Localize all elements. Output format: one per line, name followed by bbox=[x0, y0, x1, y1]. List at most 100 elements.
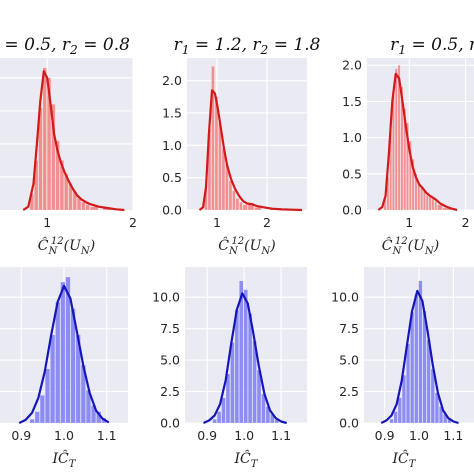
histogram-bar bbox=[423, 190, 426, 211]
histogram-bar bbox=[400, 86, 404, 211]
y-tick-label: 1.5 bbox=[342, 94, 362, 109]
y-tick-label: 7.5 bbox=[160, 321, 180, 336]
histogram-bar bbox=[59, 160, 65, 211]
histogram-bar bbox=[29, 418, 35, 424]
histogram-bar bbox=[406, 343, 411, 424]
histogram-bar bbox=[228, 180, 233, 211]
histogram-bar bbox=[46, 77, 52, 211]
x-tick-label: 0.9 bbox=[11, 428, 31, 443]
y-tick-label: 0.0 bbox=[339, 416, 359, 431]
histogram-bar bbox=[414, 294, 419, 424]
x-tick-label: 1 bbox=[405, 215, 413, 230]
subplot-6: 0.9 1.0 1.1 0.0 2.5 5.0 7.5 10.0 IĈT bbox=[331, 267, 474, 470]
histogram-bar bbox=[420, 188, 423, 211]
histogram-bar bbox=[401, 374, 406, 424]
histogram-bar bbox=[230, 342, 235, 424]
histogram-bar bbox=[39, 395, 45, 424]
histogram-bar bbox=[89, 206, 99, 211]
x-axis-label: IĈT bbox=[234, 449, 259, 470]
subplot-4: 0.9 1.0 1.1 IĈT bbox=[0, 267, 128, 470]
kde-curve bbox=[377, 72, 458, 212]
histogram-bar bbox=[434, 201, 438, 211]
y-tick-label: 10.0 bbox=[331, 290, 359, 305]
histogram-bar bbox=[393, 411, 398, 424]
histogram-bar bbox=[232, 190, 236, 211]
histogram-bar bbox=[247, 313, 253, 424]
y-tick-label: 0.5 bbox=[342, 166, 362, 181]
x-tick-label: 1.0 bbox=[54, 428, 74, 443]
histogram-bar bbox=[211, 66, 215, 211]
x-tick-label: 2 bbox=[462, 215, 470, 230]
histogram-bar bbox=[411, 159, 415, 211]
histogram-bar bbox=[34, 411, 40, 424]
x-tick-label: 2 bbox=[129, 215, 137, 230]
histogram-bar bbox=[417, 182, 421, 211]
histogram-bar bbox=[214, 96, 219, 211]
x-tick-label: 0.9 bbox=[375, 428, 395, 443]
histogram-bar bbox=[422, 310, 427, 424]
histogram-bar bbox=[216, 411, 222, 424]
x-tick-label: 1.0 bbox=[409, 428, 429, 443]
y-tick-label: 2.0 bbox=[162, 73, 182, 88]
y-tick-label: 2.5 bbox=[160, 384, 180, 399]
kde-curve bbox=[198, 89, 303, 212]
histogram-bar bbox=[85, 204, 90, 211]
histogram-bar bbox=[50, 334, 56, 424]
histogram-bar bbox=[239, 280, 244, 424]
x-axis-label: ĈN12(UN) bbox=[218, 236, 275, 257]
histogram-bar bbox=[418, 280, 423, 424]
x-tick-label: 1.1 bbox=[97, 428, 117, 443]
histogram-bar bbox=[389, 418, 394, 424]
histogram-bar bbox=[431, 198, 435, 211]
x-axis-label: ĈN12(UN) bbox=[382, 236, 439, 257]
histogram-bar bbox=[221, 148, 226, 211]
histogram-bar bbox=[55, 140, 60, 211]
x-axis-label: ĈN12(UN) bbox=[38, 236, 95, 257]
x-tick-label: 1.0 bbox=[234, 428, 254, 443]
histogram-bar bbox=[408, 140, 412, 211]
histogram-bar bbox=[425, 195, 429, 211]
subplot-title: r1 = 1.2, r2 = 1.8 bbox=[174, 35, 321, 57]
histogram-bar bbox=[397, 397, 402, 424]
histogram-bar bbox=[60, 281, 66, 424]
y-tick-label: 2.5 bbox=[339, 384, 359, 399]
histogram-bar bbox=[410, 312, 415, 424]
histogram-bar bbox=[42, 67, 47, 211]
histogram-bar bbox=[254, 207, 262, 211]
y-tick-label: 5.0 bbox=[160, 353, 180, 368]
subplot-1: 1 2 r1 = 0.5, r2 = 0.8 ĈN12(UN) bbox=[0, 35, 137, 257]
kde-curve bbox=[22, 70, 125, 212]
histogram-bar bbox=[44, 368, 50, 424]
subplot-5: 0.9 1.0 1.1 0.0 2.5 5.0 7.5 10.0 IĈT bbox=[152, 267, 307, 470]
x-tick-label: 2 bbox=[263, 215, 271, 230]
y-tick-label: 1.5 bbox=[162, 105, 182, 120]
y-tick-label: 0.0 bbox=[160, 416, 180, 431]
histogram-bar bbox=[261, 393, 266, 424]
x-axis-label: IĈT bbox=[52, 449, 77, 470]
histogram-bar bbox=[437, 204, 443, 211]
histogram-bar bbox=[55, 301, 61, 424]
y-tick-label: 1.0 bbox=[342, 130, 362, 145]
histogram-bar bbox=[65, 276, 71, 424]
histogram-bar bbox=[397, 64, 401, 211]
y-tick-label: 0.0 bbox=[162, 203, 182, 218]
x-tick-label: 0.9 bbox=[197, 428, 217, 443]
histogram-bar bbox=[242, 204, 248, 211]
histogram-bar bbox=[212, 418, 217, 424]
histogram-bar bbox=[428, 196, 432, 211]
y-tick-label: 0.5 bbox=[162, 170, 182, 185]
x-tick-label: 1.1 bbox=[443, 428, 463, 443]
x-tick-label: 1.1 bbox=[271, 428, 291, 443]
subplot-3: 1 2 0.0 0.5 1.0 1.5 2.0 r1 = 0.5, r2 = 1 ĈN12(UN… bbox=[342, 35, 474, 257]
x-tick-label: 1 bbox=[213, 215, 221, 230]
kde-curve bbox=[18, 284, 110, 424]
histogram-bar bbox=[403, 108, 407, 211]
y-tick-label: 10.0 bbox=[152, 290, 180, 305]
subplot-2: 1 2 0.0 0.5 1.0 1.5 2.0 r1 = 1.2, r2 = 1.8 ĈN12(… bbox=[162, 35, 320, 257]
subplot-title: r1 = 0.5, r2 = 0.8 bbox=[0, 35, 130, 57]
histogram-bar bbox=[394, 68, 398, 211]
y-tick-label: 0.0 bbox=[342, 203, 362, 218]
y-tick-label: 7.5 bbox=[339, 321, 359, 336]
histogram-bar bbox=[235, 198, 240, 211]
